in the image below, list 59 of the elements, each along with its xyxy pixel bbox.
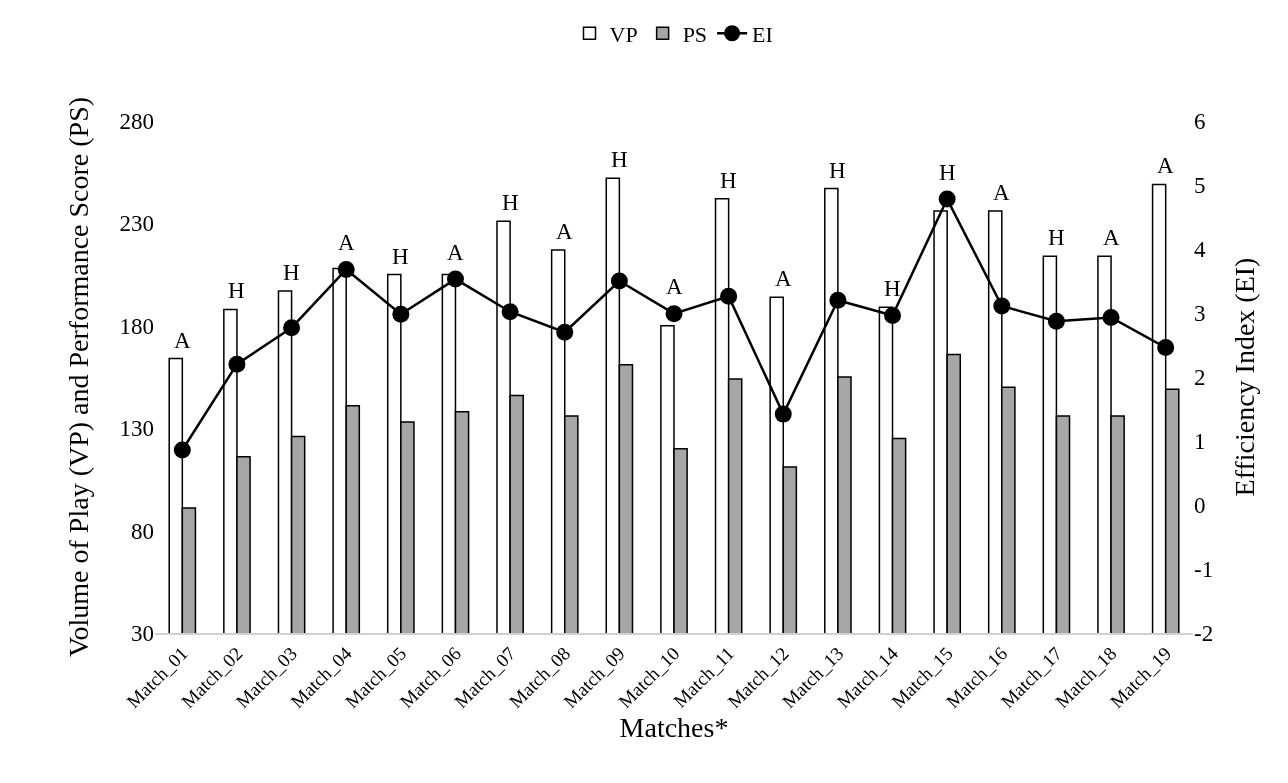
annotation: H	[283, 260, 300, 285]
y-tick-label: 280	[119, 109, 154, 135]
annotation: A	[775, 266, 792, 291]
point	[993, 297, 1011, 315]
point	[1047, 312, 1065, 330]
annotation: A	[556, 219, 573, 244]
point	[556, 323, 574, 341]
point	[173, 441, 191, 459]
annotation: A	[993, 180, 1010, 205]
legend-label: PS	[682, 21, 708, 47]
point	[774, 405, 792, 423]
legend-label: VP	[609, 21, 638, 47]
point	[938, 190, 956, 208]
y2-tick-label: -1	[1194, 557, 1214, 583]
annotation: A	[174, 328, 191, 353]
y2-tick-label: 0	[1194, 493, 1206, 519]
y2-tick-label: 3	[1194, 301, 1206, 327]
annotation: H	[829, 158, 846, 183]
annotation: H	[1048, 225, 1065, 250]
annotation: H	[720, 168, 737, 193]
annotation: A	[338, 230, 355, 255]
point	[720, 287, 738, 305]
point	[392, 305, 410, 323]
point	[829, 291, 847, 309]
x-axis-title: Matches*	[619, 712, 729, 744]
y-axis-title: Volume of Play (VP) and Performance Score (PS)	[63, 96, 95, 658]
annotation: A	[1103, 225, 1120, 250]
y-tick-label: 130	[119, 416, 154, 442]
point	[610, 272, 628, 290]
annotation: H	[502, 190, 519, 215]
y2-axis-title: Efficiency Index (EI)	[1229, 257, 1261, 497]
y2-tick-label: 6	[1194, 109, 1206, 135]
annotation: H	[392, 244, 409, 269]
point	[446, 270, 464, 288]
y-tick-label: 80	[131, 518, 154, 544]
y-tick-label: 30	[131, 621, 154, 647]
point	[337, 260, 355, 278]
y-tick-label: 230	[119, 211, 154, 237]
annotation: A	[666, 274, 683, 299]
y2-tick-label: 1	[1194, 429, 1206, 455]
y-tick-label: 180	[119, 313, 154, 339]
y2-tick-label: 4	[1194, 237, 1206, 263]
point	[501, 303, 519, 321]
point	[1157, 339, 1175, 357]
y2-tick-label: 2	[1194, 365, 1206, 391]
annotation: H	[228, 278, 245, 303]
y2-tick-label: -2	[1194, 621, 1214, 647]
legend-label: EI	[752, 21, 773, 47]
annotation: H	[884, 276, 901, 301]
point	[283, 319, 301, 337]
point	[884, 307, 902, 325]
point	[665, 305, 683, 323]
y2-tick-label: 5	[1194, 173, 1206, 199]
annotation: A	[447, 240, 464, 265]
point	[1102, 308, 1120, 326]
annotation: H	[939, 160, 956, 185]
point	[228, 355, 246, 373]
annotation: A	[1157, 153, 1174, 178]
annotation: H	[611, 147, 628, 172]
